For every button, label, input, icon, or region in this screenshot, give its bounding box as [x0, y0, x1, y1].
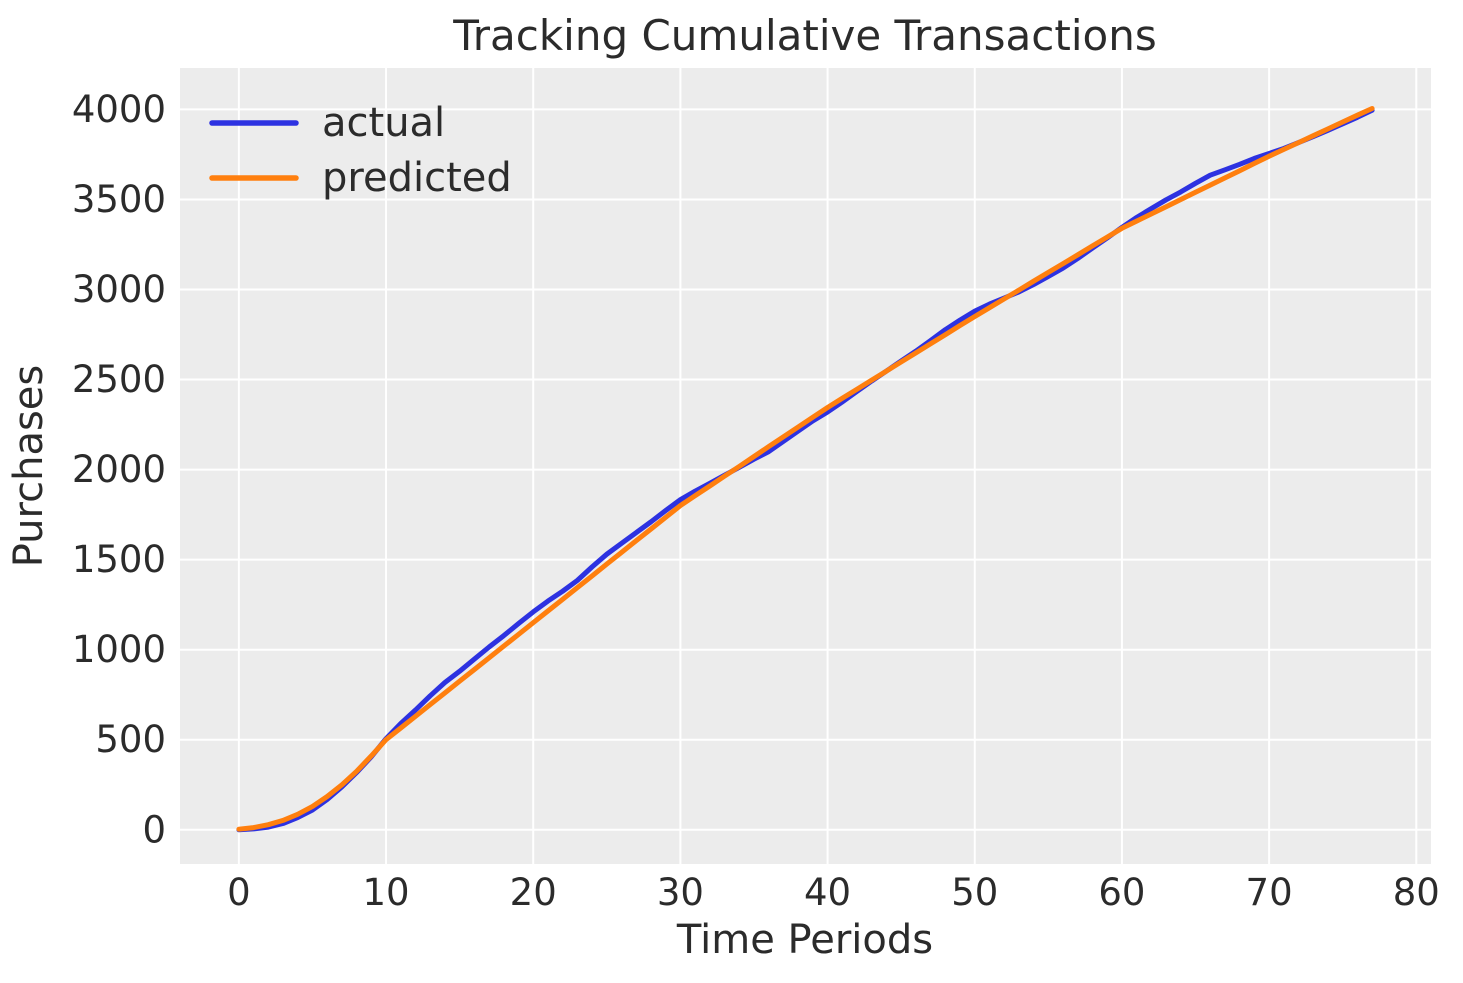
series-lines	[236, 106, 1375, 833]
series-line-actual	[236, 107, 1375, 833]
x-tick-labels: 0 10 20 30 40 50 60 70 80	[227, 871, 1440, 914]
series-line-predicted	[236, 106, 1375, 832]
x-tick-label: 70	[1246, 871, 1293, 914]
y-tick-label: 0	[142, 808, 166, 851]
legend: actual predicted	[209, 100, 512, 201]
chart-title: Tracking Cumulative Transactions	[452, 11, 1156, 60]
x-tick-label: 30	[657, 871, 704, 914]
y-tick-labels: 0 500 1000 1500 2000 2500 3000 3500 4000	[72, 88, 166, 851]
x-tick-label: 80	[1393, 871, 1440, 914]
x-tick-label: 60	[1098, 871, 1145, 914]
gridlines	[180, 68, 1431, 864]
plot-area	[180, 68, 1431, 864]
legend-label-actual: actual	[322, 100, 445, 146]
y-tick-label: 2500	[72, 358, 166, 401]
y-tick-label: 2000	[72, 448, 166, 491]
y-tick-label: 4000	[72, 88, 166, 131]
y-tick-label: 3500	[72, 178, 166, 221]
y-tick-label: 1500	[72, 538, 166, 581]
x-tick-label: 50	[951, 871, 998, 914]
y-tick-label: 1000	[72, 628, 166, 671]
y-axis-label: Purchases	[6, 365, 52, 567]
x-tick-label: 10	[363, 871, 410, 914]
legend-label-predicted: predicted	[322, 155, 512, 201]
x-tick-label: 20	[510, 871, 557, 914]
x-tick-label: 0	[227, 871, 251, 914]
y-tick-label: 3000	[72, 268, 166, 311]
y-tick-label: 500	[95, 718, 166, 761]
x-axis-label: Time Periods	[676, 917, 933, 963]
x-tick-label: 40	[804, 871, 851, 914]
